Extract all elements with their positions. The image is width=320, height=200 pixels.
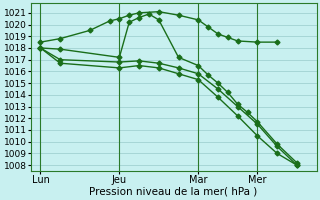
X-axis label: Pression niveau de la mer( hPa ): Pression niveau de la mer( hPa ) xyxy=(90,187,258,197)
